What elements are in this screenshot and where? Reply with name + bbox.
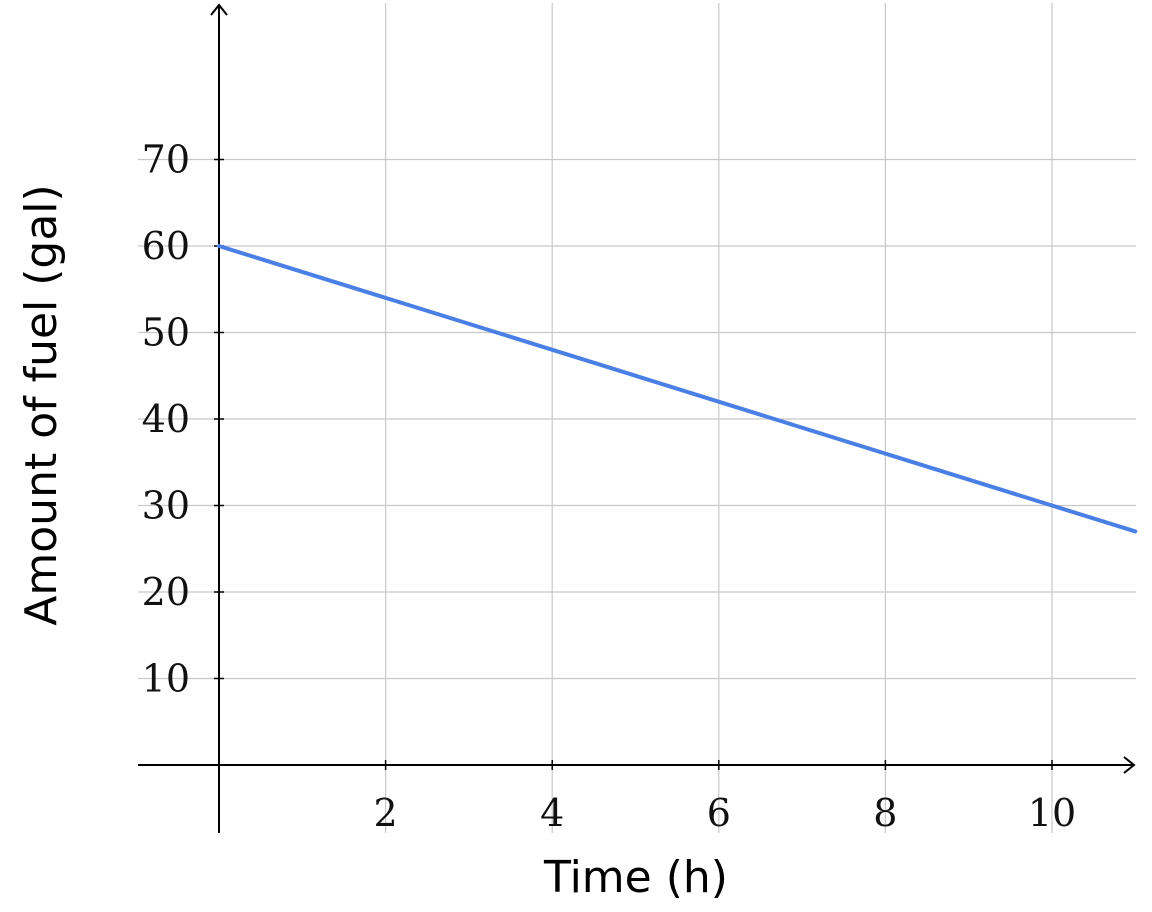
series — [217, 244, 1138, 534]
grid — [138, 3, 1136, 833]
x-tick-label: 10 — [1028, 791, 1076, 835]
x-tick-label: 4 — [540, 791, 564, 835]
y-tick-label: 70 — [142, 138, 190, 182]
tick-labels: 2 4 6 8 10 10 20 30 40 50 60 70 — [142, 138, 1077, 836]
x-axis-arrow — [1123, 756, 1136, 774]
y-tick-label: 30 — [142, 484, 190, 528]
y-axis-title: Amount of fuel (gal) — [16, 184, 67, 625]
x-tick-label: 8 — [873, 791, 897, 835]
y-tick-label: 40 — [142, 397, 190, 441]
y-axis-arrow — [210, 3, 228, 16]
x-tick-label: 6 — [707, 791, 731, 835]
fuel-series-line — [217, 244, 1138, 534]
y-tick-label: 20 — [142, 570, 190, 614]
y-tick-label: 60 — [142, 224, 190, 268]
ticks — [214, 158, 1053, 770]
y-tick-label: 10 — [142, 657, 190, 701]
y-tick-label: 50 — [142, 311, 190, 355]
x-axis-title: Time (h) — [543, 852, 728, 903]
x-tick-label: 2 — [374, 791, 398, 835]
